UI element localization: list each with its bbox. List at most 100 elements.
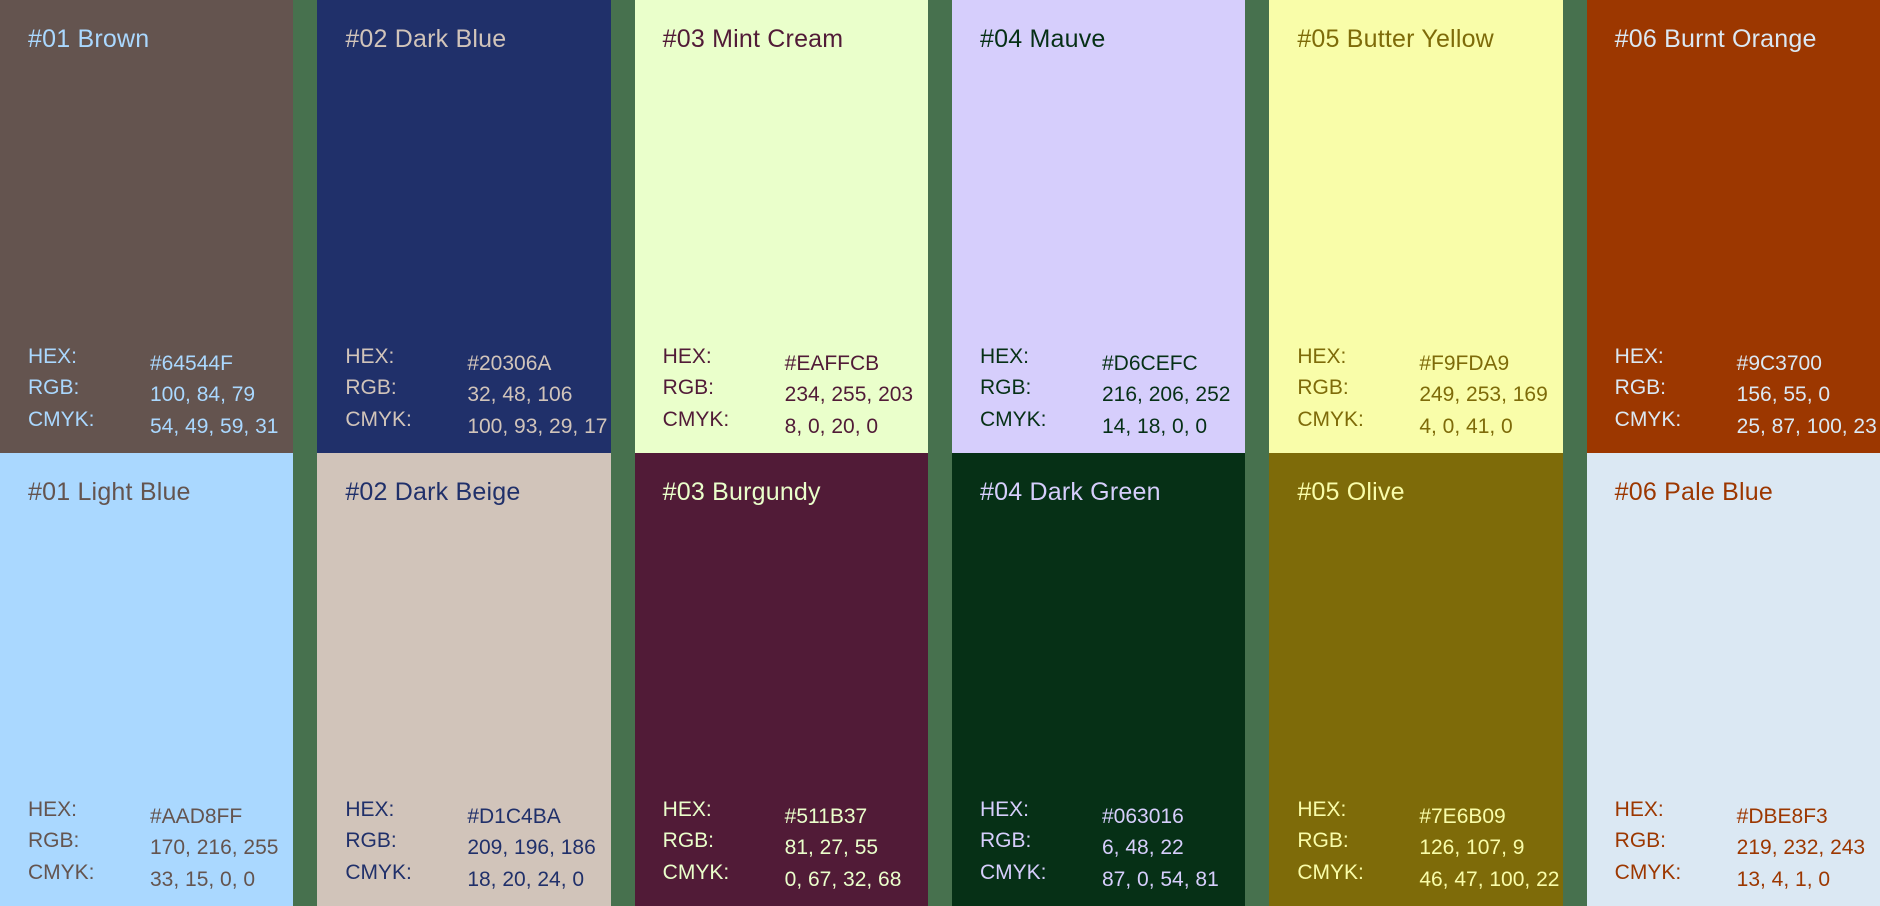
cmyk-value: 100, 93, 29, 17: [467, 414, 608, 438]
rgb-label: RGB:: [28, 376, 80, 399]
swatch-title: #05 Olive: [1297, 478, 1405, 506]
color-swatch-card: #01 Light Blue HEX: RGB: CMYK: #AAD8FF 1…: [0, 453, 294, 906]
spec-label-column: HEX: RGB: CMYK:: [1615, 794, 1727, 889]
rgb-label: RGB:: [980, 376, 1032, 399]
rgb-label: RGB:: [1297, 829, 1349, 852]
spec-label-column: HEX: RGB: CMYK:: [1615, 341, 1727, 436]
cmyk-value: 87, 0, 54, 81: [1102, 867, 1219, 891]
spec-value-column: #9C3700 156, 55, 0 25, 87, 100, 23: [1737, 348, 1877, 443]
cmyk-label: CMYK:: [28, 407, 95, 431]
hex-value: #511B37: [784, 804, 868, 828]
spec-value-column: #D1C4BA 209, 196, 186 18, 20, 24, 0: [467, 801, 604, 896]
swatch-title: #02 Dark Beige: [345, 478, 521, 506]
hex-value: #063016: [1102, 804, 1184, 828]
swatch-spec-block: HEX: RGB: CMYK: #F9FDA9 249, 253, 169 4,…: [1297, 341, 1556, 438]
hex-value: #7E6B09: [1419, 804, 1506, 828]
rgb-value: 216, 206, 252: [1102, 383, 1231, 406]
spec-label-column: HEX: RGB: CMYK:: [663, 794, 775, 889]
color-swatch-card: #01 Brown HEX: RGB: CMYK: #64544F 100, 8…: [0, 0, 294, 453]
swatch-title: #06 Pale Blue: [1614, 478, 1773, 506]
rgb-value: 81, 27, 55: [784, 836, 879, 859]
hex-label: HEX:: [28, 797, 78, 821]
hex-value: #DBE8F3: [1736, 804, 1828, 828]
rgb-label: RGB:: [1297, 376, 1349, 399]
hex-value: #20306A: [467, 351, 552, 375]
swatch-title: #01 Brown: [28, 25, 150, 53]
rgb-value: 6, 48, 22: [1102, 836, 1184, 859]
color-swatch-card: #04 Dark Green HEX: RGB: CMYK: #063016 6…: [952, 453, 1246, 906]
cmyk-label: CMYK:: [1614, 860, 1682, 884]
hex-label: HEX:: [345, 797, 395, 821]
hex-value: #EAFFCB: [784, 351, 880, 375]
rgb-label: RGB:: [345, 829, 397, 852]
color-swatch-card: #05 Olive HEX: RGB: CMYK: #7E6B09 126, 1…: [1269, 453, 1563, 906]
hex-label: HEX:: [1297, 344, 1347, 368]
swatch-spec-block: HEX: RGB: CMYK: #EAFFCB 234, 255, 203 8,…: [663, 341, 922, 438]
cmyk-value: 4, 0, 41, 0: [1419, 414, 1513, 438]
spec-label-column: HEX: RGB: CMYK:: [345, 341, 457, 436]
swatch-title: #03 Burgundy: [662, 478, 821, 506]
cmyk-value: 54, 49, 59, 31: [150, 414, 279, 438]
rgb-value: 170, 216, 255: [150, 836, 279, 859]
hex-value: #9C3700: [1736, 351, 1822, 375]
cmyk-value: 8, 0, 20, 0: [784, 414, 879, 438]
cmyk-label: CMYK:: [345, 860, 412, 884]
color-swatch-card: #02 Dark Blue HEX: RGB: CMYK: #20306A 32…: [317, 0, 611, 453]
spec-label-column: HEX: RGB: CMYK:: [1297, 794, 1409, 889]
hex-value: #64544F: [150, 351, 233, 375]
color-swatch-card: #06 Burnt Orange HEX: RGB: CMYK: #9C3700…: [1586, 0, 1880, 453]
color-swatch-card: #03 Burgundy HEX: RGB: CMYK: #511B37 81,…: [634, 453, 928, 906]
cmyk-label: CMYK:: [1297, 860, 1364, 884]
spec-value-column: #DBE8F3 219, 232, 243 13, 4, 1, 0: [1737, 801, 1874, 896]
spec-value-column: #20306A 32, 48, 106 100, 93, 29, 17: [467, 348, 607, 443]
swatch-spec-block: HEX: RGB: CMYK: #20306A 32, 48, 106 100,…: [345, 341, 607, 438]
spec-label-column: HEX: RGB: CMYK:: [980, 794, 1092, 889]
cmyk-label: CMYK:: [980, 860, 1047, 884]
hex-value: #F9FDA9: [1419, 351, 1510, 375]
hex-label: HEX:: [1614, 344, 1664, 368]
cmyk-value: 13, 4, 1, 0: [1736, 867, 1831, 891]
color-swatch-card: #03 Mint Cream HEX: RGB: CMYK: #EAFFCB 2…: [634, 0, 928, 453]
cmyk-label: CMYK:: [1614, 407, 1682, 431]
rgb-label: RGB:: [345, 376, 397, 399]
cmyk-value: 46, 47, 100, 22: [1419, 867, 1560, 891]
rgb-value: 234, 255, 203: [784, 383, 914, 406]
spec-label-column: HEX: RGB: CMYK:: [1297, 341, 1409, 436]
spec-label-column: HEX: RGB: CMYK:: [663, 341, 775, 436]
spec-value-column: #EAFFCB 234, 255, 203 8, 0, 20, 0: [785, 348, 922, 443]
rgb-label: RGB:: [1614, 829, 1666, 852]
swatch-title: #03 Mint Cream: [662, 25, 844, 53]
color-swatch-card: #02 Dark Beige HEX: RGB: CMYK: #D1C4BA 2…: [317, 453, 611, 906]
swatch-spec-block: HEX: RGB: CMYK: #DBE8F3 219, 232, 243 13…: [1615, 794, 1874, 891]
cmyk-label: CMYK:: [345, 407, 412, 431]
swatch-spec-block: HEX: RGB: CMYK: #D1C4BA 209, 196, 186 18…: [345, 794, 604, 891]
hex-value: #D6CEFC: [1102, 351, 1198, 375]
rgb-value: 100, 84, 79: [150, 383, 256, 406]
color-swatch-card: #04 Mauve HEX: RGB: CMYK: #D6CEFC 216, 2…: [952, 0, 1246, 453]
hex-value: #AAD8FF: [150, 804, 243, 828]
cmyk-value: 33, 15, 0, 0: [150, 867, 256, 891]
cmyk-label: CMYK:: [980, 407, 1047, 431]
rgb-label: RGB:: [28, 829, 80, 852]
spec-value-column: #D6CEFC 216, 206, 252 14, 18, 0, 0: [1102, 348, 1239, 443]
hex-label: HEX:: [1297, 797, 1347, 821]
rgb-value: 249, 253, 169: [1419, 383, 1548, 406]
color-swatch-card: #06 Pale Blue HEX: RGB: CMYK: #DBE8F3 21…: [1586, 453, 1880, 906]
cmyk-value: 18, 20, 24, 0: [467, 867, 585, 891]
cmyk-label: CMYK:: [662, 860, 730, 884]
hex-label: HEX:: [662, 797, 712, 821]
spec-value-column: #64544F 100, 84, 79 54, 49, 59, 31: [150, 348, 287, 443]
spec-label-column: HEX: RGB: CMYK:: [28, 341, 140, 436]
cmyk-value: 14, 18, 0, 0: [1102, 414, 1208, 438]
spec-label-column: HEX: RGB: CMYK:: [980, 341, 1092, 436]
spec-label-column: HEX: RGB: CMYK:: [28, 794, 140, 889]
swatch-title: #04 Dark Green: [980, 478, 1161, 506]
swatch-spec-block: HEX: RGB: CMYK: #AAD8FF 170, 216, 255 33…: [28, 794, 287, 891]
rgb-value: 156, 55, 0: [1736, 383, 1831, 406]
spec-value-column: #063016 6, 48, 22 87, 0, 54, 81: [1102, 801, 1239, 896]
swatch-title: #04 Mauve: [980, 25, 1106, 53]
rgb-label: RGB:: [980, 829, 1032, 852]
swatch-spec-block: HEX: RGB: CMYK: #64544F 100, 84, 79 54, …: [28, 341, 287, 438]
spec-value-column: #7E6B09 126, 107, 9 46, 47, 100, 22: [1419, 801, 1559, 896]
hex-label: HEX:: [662, 344, 712, 368]
